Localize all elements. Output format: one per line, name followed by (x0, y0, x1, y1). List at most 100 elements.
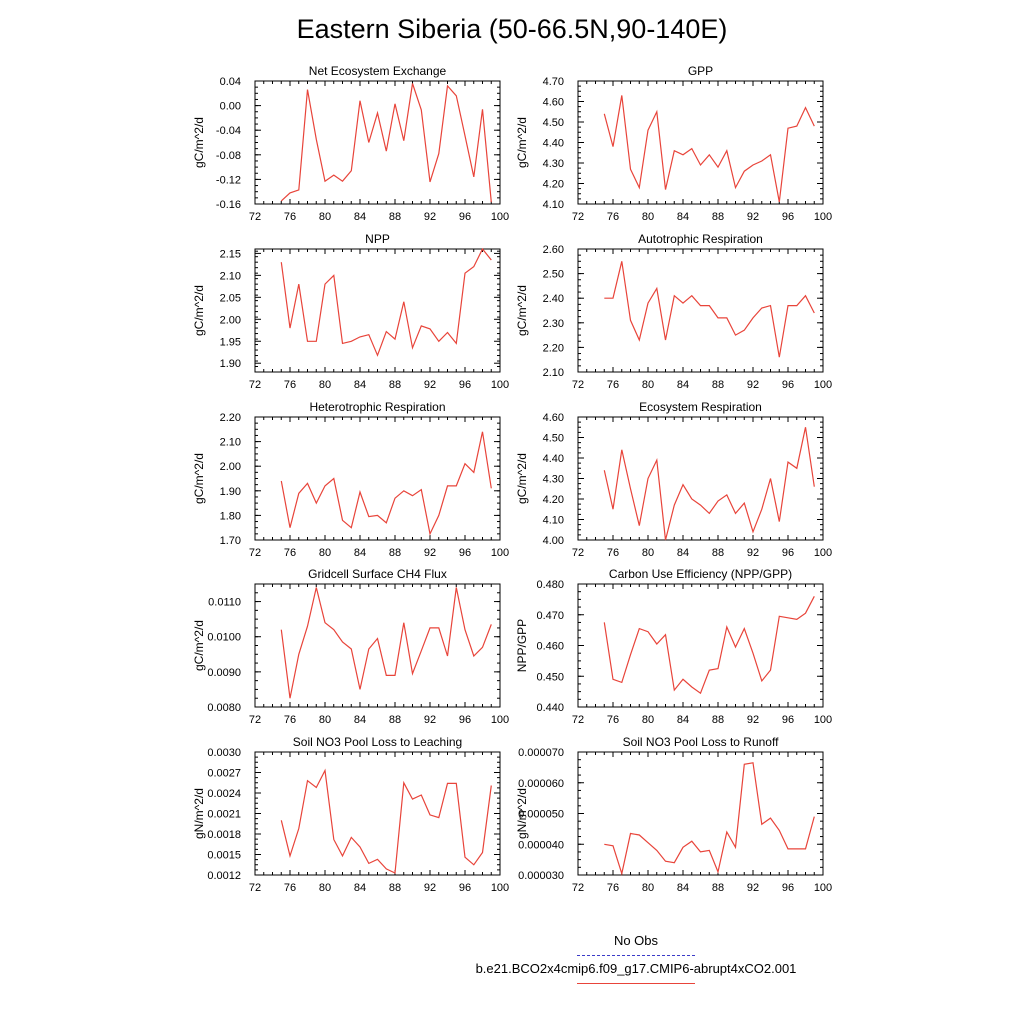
y-tick-label: 0.0021 (207, 809, 241, 821)
chart-panel-8: Soil NO3 Pool Loss to Leaching gN/m^2/d 72… (192, 735, 509, 894)
x-tick-label: 100 (814, 714, 832, 726)
panel-title: NPP (365, 232, 390, 246)
x-tick-label: 84 (677, 547, 689, 559)
x-tick-label: 92 (424, 547, 436, 559)
x-tick-label: 84 (677, 714, 689, 726)
x-tick-label: 96 (782, 882, 794, 894)
y-tick-label: 4.60 (543, 412, 564, 424)
x-tick-label: 100 (491, 211, 509, 223)
y-tick-label: 1.95 (220, 336, 241, 348)
panel-title: Gridcell Surface CH4 Flux (308, 567, 447, 581)
series-line (603, 95, 815, 203)
x-tick-label: 96 (459, 211, 471, 223)
x-tick-label: 72 (249, 547, 261, 559)
y-tick-label: 2.10 (220, 270, 241, 282)
x-tick-label: 96 (782, 714, 794, 726)
x-tick-label: 76 (284, 547, 296, 559)
x-tick-label: 72 (249, 379, 261, 391)
series-line (603, 427, 815, 541)
x-tick-label: 96 (782, 547, 794, 559)
series-line (280, 83, 492, 203)
x-tick-label: 88 (389, 547, 401, 559)
x-tick-label: 84 (354, 882, 366, 894)
x-tick-label: 92 (424, 379, 436, 391)
x-tick-label: 80 (319, 211, 331, 223)
x-tick-label: 80 (319, 882, 331, 894)
legend-label-run: b.e21.BCO2x4cmip6.f09_g17.CMIP6-abrupt4x… (475, 961, 797, 976)
y-axis-label: NPP/GPP (515, 619, 529, 672)
chart-panel-0: Net Ecosystem Exchange gC/m^2/d 72 76 80 84 88… (192, 64, 509, 223)
y-tick-label: 0.0024 (207, 788, 241, 800)
y-tick-label: 0.0100 (207, 632, 241, 644)
y-tick-label: 0.0110 (208, 597, 241, 609)
x-tick-label: 84 (677, 211, 689, 223)
x-tick-label: 72 (249, 714, 261, 726)
x-tick-label: 80 (642, 379, 654, 391)
y-tick-label: 1.90 (220, 486, 241, 498)
x-tick-label: 100 (491, 379, 509, 391)
panel-title: GPP (688, 64, 713, 78)
x-tick-label: 76 (607, 547, 619, 559)
x-tick-label: 76 (284, 211, 296, 223)
x-tick-label: 80 (319, 714, 331, 726)
y-axis-label: gC/m^2/d (515, 453, 529, 504)
y-tick-label: 4.20 (543, 494, 564, 506)
y-tick-label: 0.480 (536, 579, 564, 591)
y-tick-label: 0.00 (220, 101, 241, 113)
x-tick-label: 96 (459, 379, 471, 391)
y-tick-label: 2.10 (543, 367, 564, 379)
x-tick-label: 92 (747, 714, 759, 726)
y-tick-label: -0.12 (216, 174, 241, 186)
y-tick-label: 4.20 (543, 179, 564, 191)
x-tick-label: 96 (459, 714, 471, 726)
x-tick-label: 80 (642, 547, 654, 559)
x-tick-label: 92 (747, 379, 759, 391)
x-tick-label: 80 (319, 547, 331, 559)
x-tick-label: 80 (642, 211, 654, 223)
y-tick-label: 0.0027 (207, 768, 241, 780)
y-tick-label: 0.460 (536, 641, 564, 653)
y-tick-label: 2.50 (543, 269, 564, 281)
chart-panel-7: Carbon Use Efficiency (NPP/GPP) NPP/GPP 72… (515, 567, 832, 726)
plot-frame (577, 248, 824, 373)
y-tick-label: 4.30 (543, 474, 564, 486)
y-tick-label: 2.10 (220, 437, 241, 449)
y-tick-label: -0.04 (216, 125, 241, 137)
panel-title: Heterotrophic Respiration (309, 400, 445, 414)
x-tick-label: 100 (491, 547, 509, 559)
x-tick-label: 92 (424, 714, 436, 726)
x-tick-label: 100 (491, 882, 509, 894)
y-tick-label: -0.08 (216, 150, 241, 162)
x-tick-label: 84 (677, 379, 689, 391)
y-tick-label: 2.00 (220, 314, 241, 326)
y-axis-label: gC/m^2/d (515, 117, 529, 168)
x-tick-label: 100 (814, 211, 832, 223)
x-tick-label: 84 (354, 379, 366, 391)
x-tick-label: 76 (607, 882, 619, 894)
x-tick-label: 80 (642, 882, 654, 894)
x-tick-label: 76 (284, 714, 296, 726)
panel-title: Soil NO3 Pool Loss to Runoff (623, 735, 780, 749)
plot-frame (577, 416, 824, 541)
y-axis-label: gN/m^2/d (515, 788, 529, 839)
y-tick-label: 1.70 (220, 535, 241, 547)
x-tick-label: 72 (572, 714, 584, 726)
series-line (280, 431, 492, 536)
x-tick-label: 76 (284, 882, 296, 894)
x-tick-label: 96 (459, 547, 471, 559)
x-tick-label: 96 (782, 379, 794, 391)
series-line (280, 247, 492, 357)
x-tick-label: 88 (389, 379, 401, 391)
x-tick-label: 72 (572, 379, 584, 391)
plot-frame (254, 80, 501, 205)
y-tick-label: 4.10 (543, 199, 564, 211)
x-tick-label: 76 (607, 714, 619, 726)
x-tick-label: 84 (354, 714, 366, 726)
y-tick-label: -0.16 (216, 199, 241, 211)
chart-panel-3: Autotrophic Respiration gC/m^2/d 72 76 80 84 8… (515, 232, 832, 391)
y-tick-label: 0.000060 (518, 778, 564, 790)
x-tick-label: 100 (491, 714, 509, 726)
chart-panel-1: GPP gC/m^2/d 72 76 80 84 88 92 96 100 4.10 4.20 4.30… (515, 64, 832, 223)
x-tick-label: 72 (572, 547, 584, 559)
y-axis-label: gC/m^2/d (192, 620, 206, 671)
